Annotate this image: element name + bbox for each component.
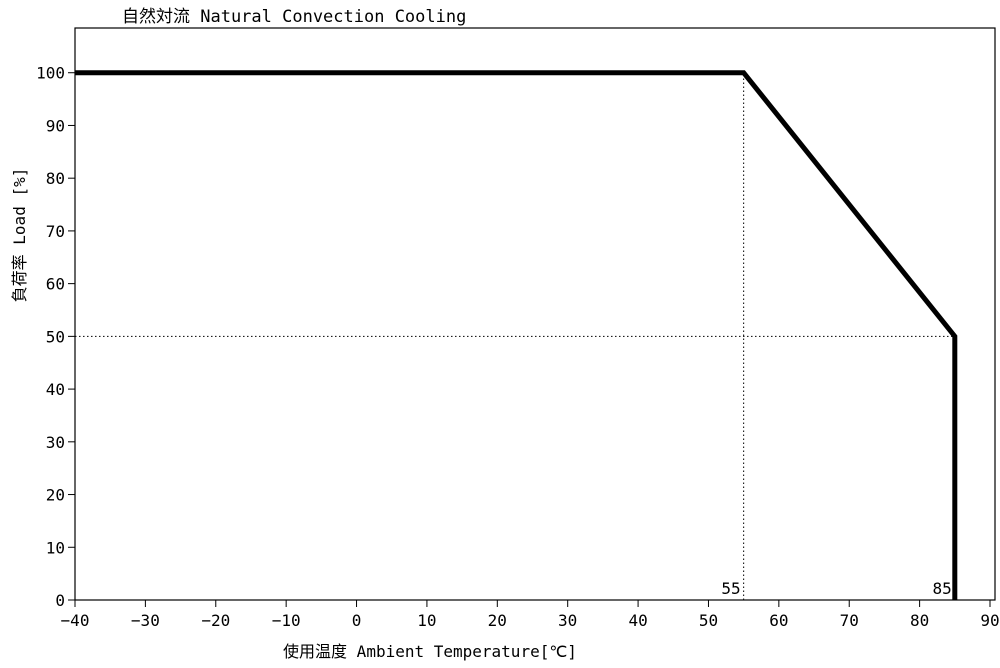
x-tick-label: 70 <box>840 611 859 630</box>
x-tick-label: −20 <box>201 611 230 630</box>
x-tick-label: 80 <box>910 611 929 630</box>
x-tick-label: 10 <box>417 611 436 630</box>
x-tick-label: 0 <box>352 611 362 630</box>
derating-curve-line <box>75 70 958 600</box>
x-axis-ticks: −40 −30 −20 −10 0 10 20 30 40 50 60 70 80 90 <box>61 600 1000 630</box>
reference-lines <box>75 72 955 600</box>
series-layer <box>75 70 958 600</box>
y-tick-label: 10 <box>46 538 65 557</box>
y-tick-label: 80 <box>46 169 65 188</box>
annotation-label: 55 <box>721 579 740 598</box>
y-tick-label: 30 <box>46 433 65 452</box>
y-axis-label: 負荷率 Load [%] <box>10 168 29 303</box>
annotation-label: 85 <box>933 579 952 598</box>
x-tick-label: 90 <box>980 611 999 630</box>
x-tick-label: −40 <box>61 611 90 630</box>
y-tick-label: 60 <box>46 275 65 294</box>
y-tick-label: 50 <box>46 327 65 346</box>
y-tick-label: 40 <box>46 380 65 399</box>
x-axis-label: 使用温度 Ambient Temperature[℃] <box>283 642 577 661</box>
x-tick-label: 20 <box>488 611 507 630</box>
x-tick-label: 40 <box>628 611 647 630</box>
y-tick-label: 90 <box>46 116 65 135</box>
chart-title: 自然対流 Natural Convection Cooling <box>122 7 466 27</box>
x-tick-label: 30 <box>558 611 577 630</box>
annotations: 55 85 <box>721 579 951 598</box>
y-tick-label: 0 <box>55 591 65 610</box>
y-tick-label: 20 <box>46 486 65 505</box>
x-tick-label: −10 <box>272 611 301 630</box>
y-axis-ticks: 0 10 20 30 40 50 60 70 80 90 100 <box>36 64 75 610</box>
x-tick-label: 60 <box>769 611 788 630</box>
plot-area-frame <box>74 27 996 601</box>
y-tick-label: 100 <box>36 64 65 83</box>
x-tick-label: 50 <box>699 611 718 630</box>
x-tick-label: −30 <box>131 611 160 630</box>
y-tick-label: 70 <box>46 222 65 241</box>
